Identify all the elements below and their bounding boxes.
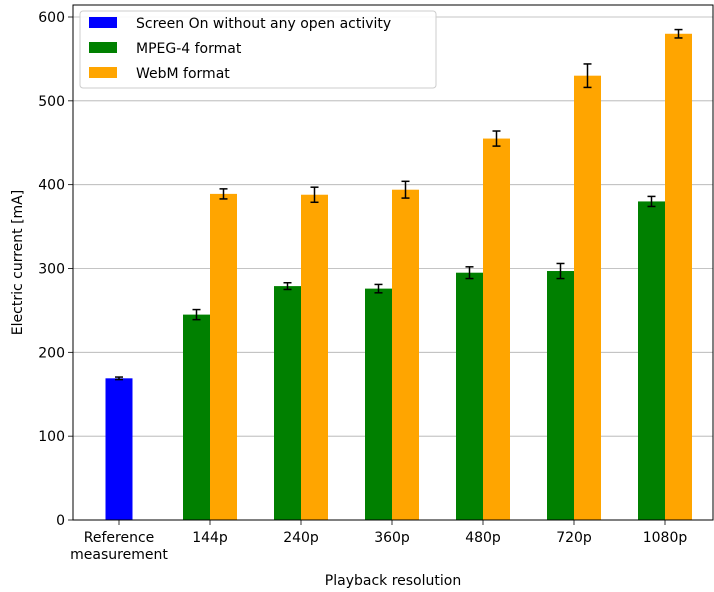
x-tick-label: Reference: [84, 530, 155, 546]
y-tick-label: 100: [38, 429, 65, 445]
bars: [105, 33, 692, 521]
y-tick-label: 0: [56, 513, 65, 529]
bar: [392, 189, 419, 521]
bar: [301, 194, 328, 520]
legend-swatch: [89, 67, 117, 78]
y-tick-label: 400: [38, 178, 65, 194]
y-tick-label: 200: [38, 345, 65, 361]
legend-label: MPEG-4 format: [136, 41, 242, 57]
legend-label: Screen On without any open activity: [136, 16, 391, 32]
error-bars: [115, 28, 683, 381]
axes: [72, 4, 714, 521]
bar: [183, 314, 210, 520]
legend-swatch: [89, 17, 117, 28]
legend-swatch: [89, 42, 117, 53]
bar: [274, 286, 301, 520]
bar: [638, 201, 665, 520]
bar: [574, 75, 601, 520]
legend: Screen On without any open activity MPEG-…: [79, 10, 437, 89]
bar: [210, 193, 237, 520]
legend-box: [79, 10, 437, 89]
x-tick-label: 360p: [374, 530, 410, 546]
y-axis-ticks: 0 100 200 300 400 500 600: [38, 10, 73, 529]
y-tick-label: 500: [38, 94, 65, 110]
bar: [547, 271, 574, 520]
plot-frame: [72, 4, 714, 521]
x-tick-label: 1080p: [643, 530, 688, 546]
x-tick-label: 240p: [283, 530, 319, 546]
x-tick-label: measurement: [70, 547, 168, 563]
bar: [665, 33, 692, 521]
legend-label: WebM format: [136, 66, 230, 82]
y-tick-label: 300: [38, 262, 65, 278]
y-tick-label: 600: [38, 10, 65, 26]
x-tick-label: 480p: [465, 530, 501, 546]
y-axis-label: Electric current [mA]: [10, 190, 26, 335]
x-tick-label: 720p: [556, 530, 592, 546]
bar: [365, 288, 392, 520]
x-axis-label: Playback resolution: [325, 573, 461, 589]
bar: [456, 272, 483, 520]
bar: [483, 138, 510, 520]
x-tick-label: 144p: [192, 530, 228, 546]
bar: [105, 378, 133, 520]
